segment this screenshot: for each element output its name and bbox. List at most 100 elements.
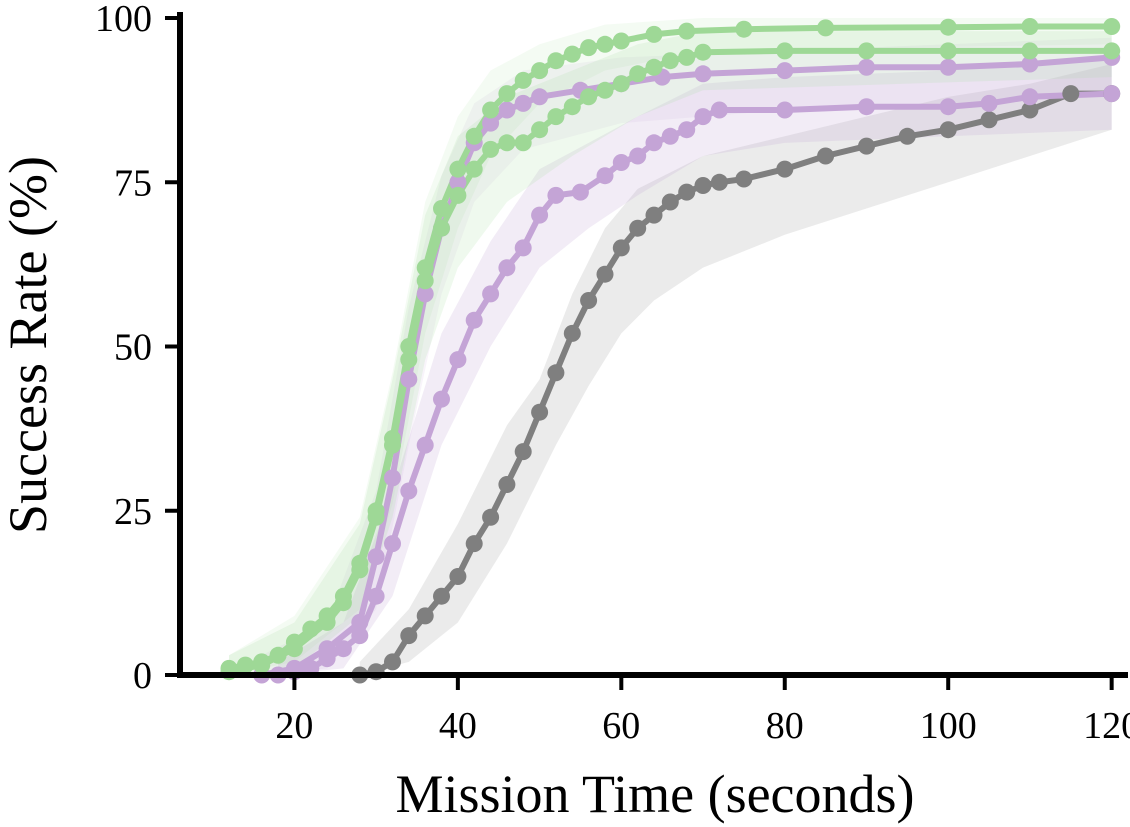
data-point-1-29 — [939, 98, 957, 116]
data-point-4-9 — [416, 272, 434, 290]
data-point-2-3 — [351, 613, 369, 631]
data-point-3-27 — [735, 20, 753, 38]
data-point-1-24 — [678, 121, 696, 139]
data-point-4-21 — [612, 75, 630, 93]
data-point-0-6 — [449, 568, 467, 585]
data-point-4-18 — [563, 98, 581, 116]
data-point-4-10 — [433, 219, 450, 237]
y-tick-label-50: 50 — [114, 327, 152, 369]
data-point-4-11 — [449, 186, 467, 204]
data-point-1-12 — [465, 311, 483, 329]
data-point-1-30 — [980, 94, 998, 112]
data-point-2-2 — [318, 640, 336, 658]
data-point-0-5 — [433, 587, 450, 605]
data-point-0-11 — [531, 403, 549, 421]
data-point-1-23 — [661, 127, 679, 145]
data-point-4-8 — [400, 351, 418, 369]
data-point-1-17 — [547, 186, 565, 204]
data-point-4-5 — [351, 561, 369, 579]
data-point-1-14 — [498, 259, 516, 277]
data-point-0-26 — [858, 137, 875, 155]
data-point-0-12 — [547, 364, 565, 382]
data-point-4-31 — [1103, 42, 1121, 60]
data-point-0-3 — [400, 627, 418, 645]
data-point-0-9 — [498, 476, 516, 493]
data-point-0-20 — [678, 183, 696, 201]
data-point-4-15 — [514, 134, 532, 152]
data-point-1-9 — [416, 436, 434, 454]
data-point-4-20 — [596, 81, 614, 99]
confidence-band-0 — [359, 63, 1112, 676]
data-point-1-28 — [858, 98, 875, 116]
data-point-3-28 — [817, 19, 835, 37]
data-point-3-23 — [596, 35, 614, 53]
data-point-4-29 — [939, 42, 957, 60]
data-point-0-14 — [580, 292, 598, 309]
data-point-3-15 — [465, 127, 483, 145]
x-tick-label-20: 20 — [275, 705, 313, 747]
data-point-0-28 — [939, 121, 957, 139]
x-tick-label-60: 60 — [602, 705, 640, 747]
data-point-1-11 — [449, 351, 467, 369]
y-tick-label-100: 100 — [95, 0, 152, 40]
data-point-0-29 — [980, 111, 998, 129]
data-point-1-6 — [367, 587, 385, 605]
data-point-4-1 — [253, 656, 271, 674]
x-tick-label-120: 120 — [1083, 705, 1130, 747]
data-point-1-16 — [531, 206, 549, 224]
data-point-3-24 — [612, 32, 630, 50]
data-point-3-11 — [400, 338, 418, 355]
data-point-4-2 — [285, 640, 303, 658]
data-point-0-16 — [612, 239, 630, 257]
series-line-2 — [261, 54, 1112, 678]
data-point-1-20 — [612, 154, 630, 171]
data-point-3-20 — [547, 52, 565, 70]
data-point-1-21 — [629, 147, 647, 165]
data-point-4-23 — [645, 58, 663, 76]
data-point-1-26 — [710, 101, 728, 119]
x-ticks: 20 40 60 80 100 120 — [275, 675, 1130, 747]
data-point-3-3 — [269, 646, 287, 664]
data-point-4-13 — [482, 140, 500, 158]
data-point-4-12 — [465, 160, 483, 178]
data-point-4-26 — [694, 43, 712, 61]
data-point-1-4 — [334, 640, 352, 658]
data-point-1-27 — [776, 101, 794, 119]
data-point-1-5 — [351, 627, 369, 645]
data-point-0-17 — [629, 219, 647, 237]
x-axis-title: Mission Time (seconds) — [395, 764, 914, 824]
data-point-0-13 — [563, 324, 581, 342]
data-point-0-7 — [465, 535, 483, 553]
series-points — [220, 18, 1121, 684]
data-point-4-19 — [580, 88, 598, 106]
data-point-1-32 — [1103, 85, 1121, 103]
data-point-3-31 — [1103, 18, 1121, 35]
y-ticks: 0 25 50 75 100 — [95, 0, 180, 697]
data-point-1-8 — [400, 482, 418, 500]
x-tick-label-40: 40 — [439, 705, 477, 747]
data-point-1-22 — [645, 134, 663, 152]
data-point-4-24 — [661, 52, 679, 70]
data-point-0-23 — [735, 170, 753, 188]
data-point-3-26 — [678, 22, 696, 40]
data-point-0-10 — [514, 443, 532, 461]
data-point-2-11 — [482, 114, 500, 132]
data-point-4-25 — [678, 48, 696, 66]
data-point-4-30 — [1021, 42, 1039, 60]
y-tick-label-75: 75 — [114, 162, 152, 204]
data-point-4-22 — [629, 65, 647, 83]
data-point-2-19 — [776, 62, 794, 80]
data-point-1-31 — [1021, 88, 1039, 106]
data-point-0-24 — [776, 160, 794, 178]
data-point-3-16 — [482, 101, 500, 119]
x-tick-label-80: 80 — [766, 705, 804, 747]
data-point-4-17 — [547, 108, 565, 126]
data-point-0-4 — [416, 607, 434, 625]
data-point-2-20 — [858, 58, 875, 76]
y-tick-label-25: 25 — [114, 491, 152, 533]
data-point-3-22 — [580, 39, 598, 57]
data-point-0-22 — [710, 173, 728, 191]
data-point-2-6 — [400, 370, 418, 388]
data-point-4-14 — [498, 134, 516, 152]
